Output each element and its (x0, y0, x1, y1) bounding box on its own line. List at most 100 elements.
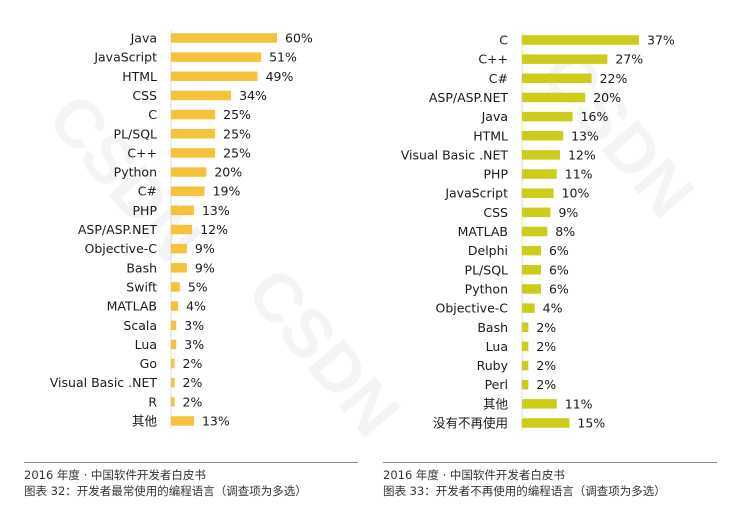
bar (171, 339, 177, 350)
bar (522, 284, 541, 294)
value-label: 9% (195, 241, 215, 256)
bar (171, 109, 216, 120)
bar (522, 188, 554, 198)
bar (522, 360, 529, 371)
bar (522, 207, 551, 218)
value-label: 9% (558, 205, 578, 220)
bar (171, 282, 180, 292)
category-label: Objective-C (84, 241, 157, 256)
value-label: 10% (562, 186, 590, 201)
value-label: 11% (565, 167, 593, 182)
category-label: Scala (123, 318, 157, 333)
category-label: Lua (486, 339, 508, 354)
caption-right-line2: 图表 33：开发者不再使用的编程语言（调查项为多选） (383, 484, 666, 498)
bar (171, 167, 207, 177)
category-label: C (499, 33, 508, 48)
value-label: 13% (202, 203, 230, 218)
category-label: CSS (132, 88, 157, 103)
value-label: 4% (543, 301, 563, 316)
category-label: Python (114, 165, 157, 180)
category-label: MATLAB (458, 224, 508, 239)
category-label: Go (140, 356, 157, 371)
caption-left-line1: 2016 年度 · 中国软件开发者白皮书 (24, 468, 206, 482)
value-label: 6% (549, 281, 569, 296)
bar (171, 71, 258, 82)
category-label: JavaScript (444, 186, 508, 201)
caption-right: 2016 年度 · 中国软件开发者白皮书 图表 33：开发者不再使用的编程语言（… (383, 462, 717, 512)
value-label: 20% (214, 165, 242, 180)
bar (522, 399, 557, 409)
most-used-languages-chart: Java 60% JavaScript 51% HTML 49% CSS 34% C 25% PL/… (50, 30, 313, 429)
category-label: 其他 (132, 414, 158, 429)
bar (522, 169, 557, 179)
no-longer-used-languages-chart: C 37% C++ 27% C# 22% ASP/ASP.NET 20% Java 16% HTML… (401, 32, 675, 431)
bar (171, 129, 216, 139)
category-label: Lua (135, 337, 157, 352)
category-label: Perl (485, 377, 508, 392)
value-label: 19% (213, 184, 241, 199)
value-label: 2% (536, 377, 556, 392)
category-label: C# (138, 184, 157, 199)
bar (171, 263, 187, 273)
value-label: 15% (577, 416, 605, 431)
caption-left: 2016 年度 · 中国软件开发者白皮书 图表 32：开发者最常使用的编程语言（… (24, 462, 358, 512)
value-label: 49% (266, 69, 294, 84)
value-label: 2% (183, 394, 203, 409)
bar (522, 92, 586, 103)
category-label: Java (481, 109, 508, 124)
category-label: HTML (122, 69, 157, 84)
value-label: 5% (188, 279, 208, 294)
category-label: ASP/ASP.NET (429, 90, 509, 105)
bar (171, 397, 175, 407)
category-label: Ruby (477, 358, 509, 373)
bar (522, 150, 560, 160)
value-label: 2% (536, 320, 556, 335)
value-label: 4% (186, 299, 206, 314)
caption-right-line1: 2016 年度 · 中国软件开发者白皮书 (383, 468, 565, 482)
category-label: PL/SQL (114, 126, 157, 141)
category-label: C# (489, 71, 508, 86)
value-label: 6% (549, 262, 569, 277)
bar (171, 377, 175, 388)
category-label: 其他 (483, 396, 509, 411)
category-label: R (148, 394, 157, 409)
bar (522, 265, 541, 275)
value-label: 2% (183, 356, 203, 371)
category-label: Bash (477, 320, 508, 335)
value-label: 12% (568, 147, 596, 162)
category-label: MATLAB (107, 299, 157, 314)
bar (522, 379, 529, 390)
value-label: 8% (555, 224, 575, 239)
value-label: 27% (615, 52, 643, 67)
bar (171, 416, 194, 426)
category-label: Python (465, 281, 508, 296)
category-label: HTML (473, 128, 508, 143)
bar (522, 418, 570, 428)
bar (171, 52, 262, 62)
bar (522, 226, 548, 237)
bar (522, 131, 564, 141)
bar (522, 111, 573, 122)
category-label: Delphi (468, 243, 508, 258)
bar (171, 148, 216, 158)
value-label: 6% (549, 243, 569, 258)
value-label: 2% (536, 358, 556, 373)
value-label: 60% (285, 31, 313, 46)
bar (171, 243, 187, 254)
category-label: JavaScript (93, 50, 157, 65)
bar (171, 320, 177, 330)
category-label: C++ (127, 145, 157, 160)
bar (522, 35, 639, 45)
bar (171, 224, 193, 235)
category-label: C++ (478, 52, 508, 67)
value-label: 2% (183, 375, 203, 390)
category-label: Visual Basic .NET (50, 375, 158, 390)
bar (522, 303, 535, 313)
category-label: PHP (133, 203, 158, 218)
category-label: Bash (126, 260, 157, 275)
value-label: 9% (195, 260, 215, 275)
value-label: 34% (239, 88, 267, 103)
bar (522, 73, 592, 84)
bar (522, 245, 541, 256)
category-label: CSS (483, 205, 508, 220)
